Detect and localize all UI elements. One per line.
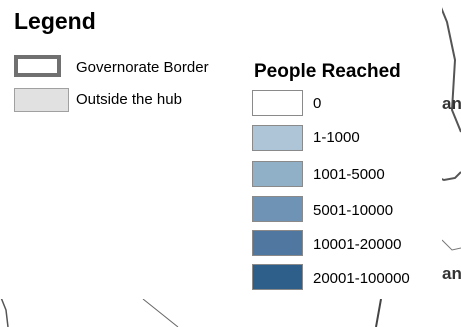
legend-title: Legend [14,8,96,34]
district-boundary-east [441,239,461,251]
people-reached-swatch [252,230,303,256]
people-reached-class-label: 20001-100000 [313,270,410,287]
outside-hub-label: Outside the hub [76,91,182,108]
people-reached-title: People Reached [254,61,401,82]
governorate-border-symbol [14,55,61,77]
outside-hub-symbol [14,88,69,112]
legend-panel: Legend Governorate Border Outside the hu… [14,8,410,290]
people-reached-swatch [252,161,303,187]
governorate-border-label: Governorate Border [76,59,209,76]
district-boundary-south [142,298,179,327]
map-place-label-fragment: an [442,94,461,113]
people-reached-class-label: 1-1000 [313,129,360,146]
people-reached-swatch [252,125,303,151]
people-reached-swatch [252,90,303,116]
people-reached-class-label: 1001-5000 [313,166,385,183]
governorate-boundary-bottom-right [375,298,382,327]
people-reached-class-label: 10001-20000 [313,236,402,253]
governorate-boundary-east [437,0,461,133]
people-reached-class-label: 5001-10000 [313,202,394,219]
people-reached-class-label: 0 [313,95,322,112]
people-reached-swatch [252,196,303,222]
people-reached-swatch [252,264,303,290]
map-place-label-fragment: an [442,264,461,283]
governorate-boundary-south [0,294,9,327]
